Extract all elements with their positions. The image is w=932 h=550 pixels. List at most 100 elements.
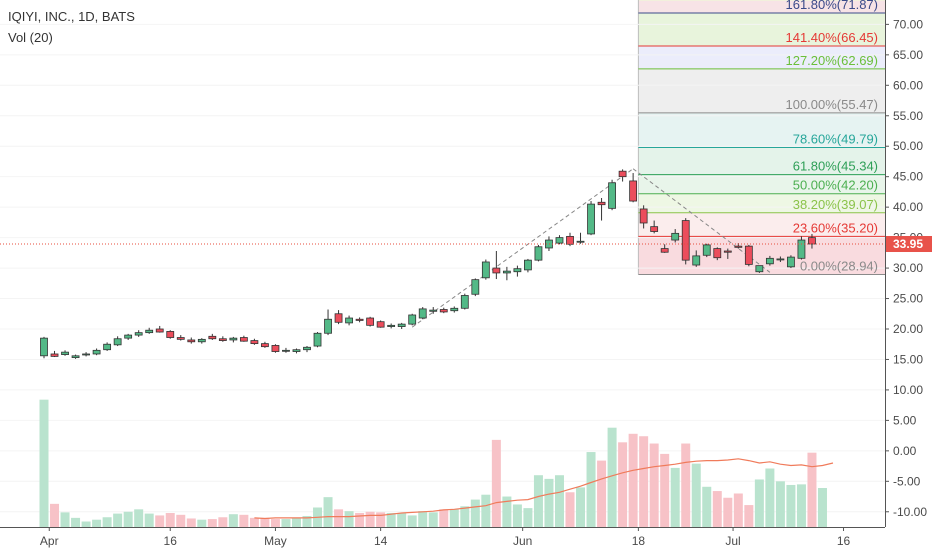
volume-bar [228, 514, 238, 527]
candlesticks [40, 169, 816, 359]
price-axis-bg [885, 0, 932, 550]
candle-body [166, 331, 175, 338]
candle-body [313, 332, 322, 347]
price-tick-label: 50.00 [893, 139, 923, 153]
fib-band [638, 193, 885, 213]
candle-body [723, 250, 732, 253]
volume-bar [60, 512, 70, 527]
volume-bar [281, 519, 291, 527]
volume-bar [102, 517, 112, 527]
candle-body [513, 268, 522, 273]
volume-indicator-label[interactable]: Vol (20) [8, 30, 53, 45]
volume-bar [165, 512, 175, 527]
candle-body [239, 337, 248, 342]
volume-bar [544, 478, 554, 527]
fib-level-label: 61.80%(45.34) [793, 159, 878, 174]
volume-bar [176, 514, 186, 527]
volume-bar [502, 496, 512, 527]
fib-level-label: 50.00%(42.20) [793, 178, 878, 193]
candle-body [176, 337, 185, 340]
candle-body [481, 261, 490, 279]
volume-bar [586, 452, 596, 527]
candle-body [524, 259, 532, 271]
volume-bar [155, 515, 165, 527]
candle-body [229, 337, 238, 341]
candle-body [208, 335, 217, 340]
candle-body [734, 245, 743, 248]
volume-bar [796, 484, 806, 527]
candle-body [303, 346, 311, 351]
time-tick-label: 16 [164, 534, 178, 548]
volume-bar [712, 491, 722, 527]
volume-bar [691, 463, 701, 527]
price-tick-label: 10.00 [893, 383, 923, 397]
volume-bar [533, 475, 543, 527]
volume-bar [207, 519, 217, 527]
volume-bar [481, 494, 491, 527]
candle-body [40, 337, 48, 357]
fib-band-top [638, 0, 885, 1]
candle-body [145, 329, 154, 334]
fib-level-label: 127.20%(62.69) [785, 53, 878, 68]
fib-band [638, 147, 885, 175]
fibonacci-retracement[interactable] [637, 0, 885, 276]
price-tick-label: -5.00 [893, 474, 921, 488]
candle-body [471, 279, 480, 295]
candle-body [639, 208, 648, 224]
volume-bar [249, 517, 259, 527]
fib-band [638, 212, 885, 237]
volume-bar [702, 486, 712, 527]
volume-ma [254, 458, 834, 520]
candle-body [397, 323, 406, 327]
candle-body [555, 237, 564, 244]
volume-bar [113, 513, 123, 527]
candle-body [797, 239, 806, 259]
volume-bar [323, 497, 333, 527]
candle-body [355, 318, 364, 321]
candle-body [82, 353, 90, 356]
candle-body [345, 317, 353, 324]
time-tick-label: Jun [513, 534, 532, 548]
volume-bar [144, 513, 154, 527]
candle-body [618, 170, 627, 178]
candle-body [418, 308, 427, 319]
volume-bar [123, 511, 133, 527]
price-tick-label: 65.00 [893, 48, 923, 62]
candle-body [702, 244, 711, 256]
candle-body [660, 248, 669, 253]
price-tick-label: 30.00 [893, 261, 923, 275]
fib-band [638, 68, 885, 113]
volume-bar [765, 468, 775, 527]
volume-bar [649, 443, 659, 527]
candle-body [608, 182, 616, 209]
candle-body [261, 343, 269, 348]
volume-bar [355, 512, 365, 527]
time-tick-label: Apr [40, 534, 59, 548]
candle-body [744, 245, 753, 265]
volume-bar [386, 512, 396, 527]
volume-bar [733, 493, 743, 527]
volume-bar [302, 516, 312, 527]
volume-bar [270, 519, 280, 527]
volume-bar [607, 427, 617, 527]
volume-bar [239, 514, 249, 527]
candle-body [566, 235, 574, 245]
volume-bar [565, 492, 575, 527]
time-axis[interactable]: Apr 16 May 14 Jun 18 Jul 16 [0, 527, 932, 550]
candle-body [71, 355, 80, 359]
candle-body [250, 340, 259, 345]
price-axis[interactable]: -10.00 -5.00 0.00 5.00 10.00 15.00 20.00 25.00 3… [885, 0, 932, 550]
price-tick-label: 60.00 [893, 78, 923, 92]
fibonacci-labels: 0.00%(28.94) 23.60%(35.20) 38.20%(39.07) 50… [785, 0, 878, 274]
volume-bar [807, 452, 817, 527]
fib-band [638, 174, 885, 194]
symbol-title[interactable]: IQIYI, INC., 1D, BATS [8, 9, 135, 24]
volume-bar [817, 488, 827, 527]
price-tick-label: 0.00 [893, 444, 917, 458]
price-tick-label: 40.00 [893, 200, 923, 214]
volume-bar [597, 460, 607, 527]
volume-bar [50, 503, 60, 527]
candle-body [492, 267, 501, 274]
time-axis-bg [0, 527, 932, 550]
